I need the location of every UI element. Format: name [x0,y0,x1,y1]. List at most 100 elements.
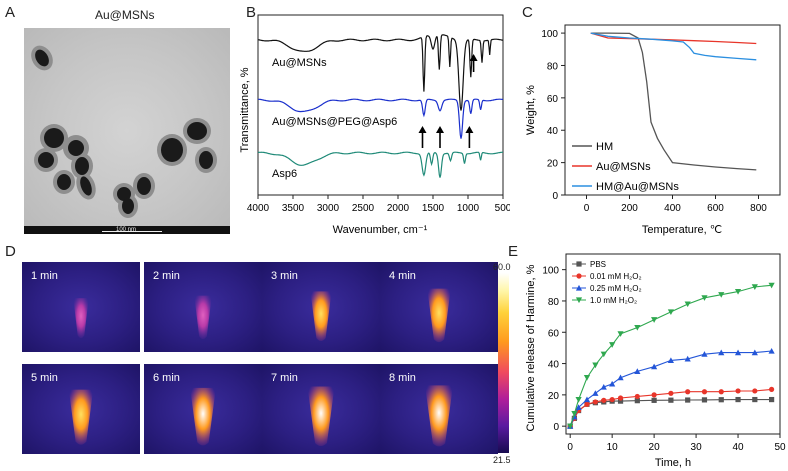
release-y-tick-label: 40 [548,360,560,371]
tem-title: Au@MSNs [95,8,155,22]
tga-y-tick-label: 40 [547,126,559,137]
release-point [685,397,691,403]
release-y-tick-label: 60 [548,328,560,339]
thermal-frame-5: 5 min [22,364,140,454]
tga-x-tick-label: 200 [621,203,638,214]
release-point [617,398,624,404]
tga-chart: 0 200 400 600 800 0 20 40 60 80 100 HM Au@MSNs HM@Au… [525,24,781,236]
release-y-tick-label: 20 [548,391,560,402]
release-point [601,397,607,403]
thermal-hotspot [427,288,451,343]
thermal-frame-label: 6 min [153,372,180,384]
release-point [583,396,591,403]
release-point [609,380,616,387]
ftir-x-axis-label: Wavenumber, cm⁻¹ [333,224,428,236]
release-point [575,396,582,403]
thermal-hotspot [307,386,335,446]
release-x-tick-label: 40 [732,442,744,453]
tga-x-tick-label: 800 [750,203,767,214]
ftir-series-label-peg: Au@MSNs@PEG@Asp6 [272,116,397,128]
thermal-hotspot [310,291,332,341]
release-series-0-25-mm-h-o [567,347,775,429]
thermal-frame-label: 2 min [153,270,180,282]
tga-x-tick-label: 400 [664,203,681,214]
thermal-frame-8: 8 min [380,364,498,454]
release-x-tick-label: 20 [649,442,661,453]
tga-series-au-msns [590,32,757,45]
release-point [634,324,641,331]
tem-panel: Au@MSNs [0,0,235,240]
tem-image: 100 nm [24,28,230,234]
release-point [584,401,590,407]
ftir-series-au-msns-peg-asp6 [257,98,504,139]
release-point [609,342,616,348]
release-point [634,398,640,404]
release-point [609,396,615,403]
tga-legend-label: HM@Au@MSNs [596,181,679,193]
release-point [718,349,725,356]
release-point [575,404,582,410]
release-point [567,423,574,430]
ftir-series-au-msns [257,34,504,111]
tem-scale-label: 100 nm [116,227,137,233]
tga-y-tick-label: 60 [547,94,559,105]
thermal-frame-1: 1 min [22,262,140,352]
thermal-frame-label: 3 min [271,270,298,282]
thermal-frame-3: 3 min [262,262,380,352]
tga-y-tick-label: 100 [541,29,558,40]
release-y-tick-label: 100 [542,266,559,277]
release-point [685,389,691,395]
ftir-arrow-head [465,126,474,133]
ftir-x-tick-label: 500 [495,203,510,214]
tga-x-axis-label: Temperature, ℃ [642,224,722,236]
release-point [575,297,583,304]
release-y-axis-label: Cumulative release of Harmine, % [525,264,537,431]
release-point [734,288,742,295]
thermal-hotspot [194,295,212,340]
release-point [592,390,599,396]
ftir-x-tick-label: 1500 [422,203,445,214]
ftir-x-tick-label: 2000 [387,203,410,214]
release-point [667,357,675,364]
release-point [651,363,658,370]
release-point [651,397,657,403]
release-point [718,389,724,395]
release-point [575,284,583,291]
thermal-hotspot [68,389,94,445]
release-legend-label: PBS [590,260,606,269]
release-point [617,395,624,401]
ftir-arrow-head [436,126,444,133]
panel-label-d: D [5,243,16,260]
release-point [752,396,758,403]
thermal-frame-label: 5 min [31,372,58,384]
release-point [651,392,657,398]
release-point [751,349,758,356]
release-y-tick-label: 80 [548,297,560,308]
release-x-tick-label: 10 [607,442,619,453]
ftir-arrow-head [469,54,478,61]
ftir-x-tick-label: 4000 [247,203,270,214]
thermal-hotspot [425,385,453,447]
release-point [667,309,675,316]
tga-y-tick-label: 20 [547,159,559,170]
release-point [701,397,708,403]
release-line [569,284,772,427]
release-point [576,261,582,267]
thermal-frame-7: 7 min [262,364,380,454]
thermal-hotspot [73,298,89,339]
ftir-series-asp6 [257,151,503,178]
panel-label-a: A [5,4,16,21]
ftir-arrow-head [418,126,427,133]
thermal-frame-label: 7 min [271,372,298,384]
release-point [684,355,691,362]
thermal-frame-label: 1 min [31,270,58,282]
release-point [735,396,741,403]
panel-label-c: C [522,4,533,21]
release-legend-label: 0.01 mM H₂O₂ [590,272,642,281]
release-chart: 0 10 20 30 40 50 0 20 40 60 80 100 PBS 0.01 mM H₂O₂ 0… [525,253,786,469]
thermal-frame-label: 4 min [389,270,416,282]
colorbar-max-label: 60.0 [493,262,511,272]
release-point [752,388,758,394]
ftir-chart: 4000 3500 3000 2500 2000 1500 1000 500 Au@MSNs … [240,14,510,236]
tga-x-tick-label: 0 [584,203,590,214]
